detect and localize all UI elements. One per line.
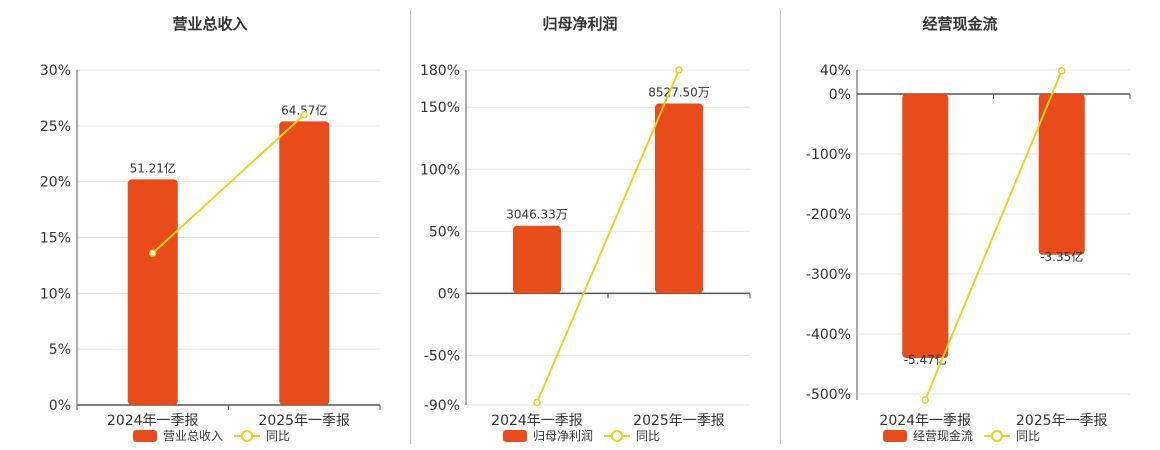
y-tick-label: -500%: [806, 387, 851, 403]
y-tick-label: 0%: [438, 286, 460, 302]
x-tick-label: 2025年一季报: [1016, 413, 1108, 429]
x-tick-label: 2025年一季报: [258, 413, 350, 429]
bar-value-label: 64.57亿: [281, 102, 327, 117]
chart-panel-3: 经营现金流 -500% -400% -300% -200% -100% 0% 40% -5.47…: [806, 15, 1131, 443]
bar: [655, 103, 703, 294]
bar-value-label: -5.47亿: [904, 352, 947, 367]
y-tick-label: -100%: [806, 147, 851, 163]
y-tick-label: -400%: [806, 327, 851, 343]
y-tick-label: 10%: [40, 286, 71, 302]
y-tick-label: 40%: [820, 63, 851, 79]
legend-swatch-marker: [611, 430, 623, 442]
legend-swatch-marker: [991, 430, 1003, 442]
y-tick-label: 180%: [420, 63, 460, 79]
y-tick-label: 100%: [420, 162, 460, 178]
legend-label: 经营现金流: [913, 428, 973, 443]
legend-label: 营业总收入: [163, 429, 223, 443]
bar-value-label: 51.21亿: [130, 160, 176, 175]
y-tick-label: -90%: [424, 398, 460, 414]
line-series-yoy: [924, 70, 1063, 401]
bar: [513, 225, 561, 294]
bar-value-label: 8527.50万: [648, 86, 710, 100]
y-tick-label: -300%: [806, 267, 851, 283]
bar-value-label: 3046.33万: [506, 208, 568, 222]
y-tick-label: 30%: [40, 63, 71, 79]
bar: [902, 94, 949, 358]
line-point: [149, 249, 157, 257]
legend-label: 同比: [1016, 429, 1040, 443]
bar: [1038, 94, 1085, 255]
chart-title: 经营现金流: [922, 15, 997, 33]
line-series-yoy: [536, 69, 680, 403]
legend-swatch-marker: [241, 430, 253, 442]
y-tick-label: -50%: [424, 348, 460, 364]
x-tick-label: 2025年一季报: [633, 413, 725, 429]
y-tick-label: 25%: [40, 119, 71, 135]
legend-swatch-bar: [133, 430, 157, 442]
y-tick-label: 20%: [40, 175, 71, 191]
legend-label: 同比: [636, 429, 660, 443]
y-tick-label: 15%: [40, 231, 71, 247]
x-tick-label: 2024年一季报: [879, 413, 971, 429]
legend-label: 同比: [266, 429, 290, 443]
y-tick-label: -200%: [806, 207, 851, 223]
legend-swatch-bar: [883, 430, 907, 442]
legend-swatch-bar: [503, 430, 527, 442]
panel-divider: [780, 10, 781, 444]
bar: [279, 121, 330, 405]
panel-divider: [410, 10, 411, 444]
y-tick-label: 5%: [49, 342, 71, 358]
bar: [127, 179, 178, 405]
bar-value-label: -3.35亿: [1040, 249, 1083, 264]
line-point: [1058, 66, 1066, 75]
line-point: [675, 66, 683, 74]
line-series-yoy: [152, 113, 305, 254]
chart-title: 归母净利润: [542, 15, 617, 33]
line-point: [533, 398, 541, 407]
chart-panel-1: 营业总收入 0% 5% 10% 15% 20% 25% 30% 51.21亿 2024年一季报 64…: [40, 15, 381, 443]
legend-label: 归母净利润: [533, 429, 593, 443]
y-tick-label: 150%: [420, 100, 460, 116]
y-tick-label: 0%: [49, 398, 71, 414]
chart-panel-2: 归母净利润 -90% -50% 0% 50% 100% 150% 180% 3046.33万 20…: [420, 15, 751, 443]
y-tick-label: 0%: [829, 87, 851, 103]
chart-title: 营业总收入: [172, 15, 247, 33]
x-tick-label: 2024年一季报: [491, 413, 583, 429]
y-tick-label: 50%: [429, 224, 460, 240]
x-tick-label: 2024年一季报: [107, 413, 199, 429]
line-point: [921, 396, 929, 404]
line-point: [300, 110, 308, 119]
